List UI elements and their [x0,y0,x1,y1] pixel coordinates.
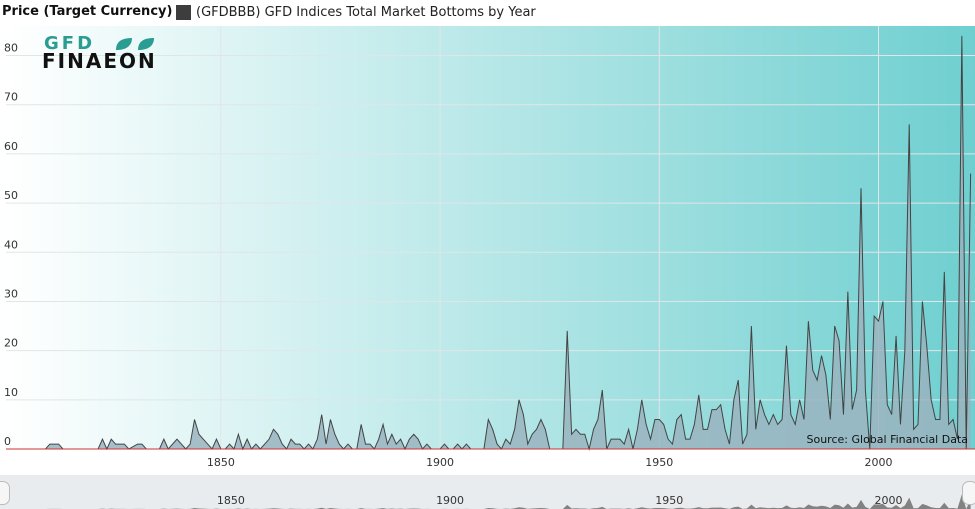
y-tick-label: 80 [4,42,18,55]
logo-text-top: GFD [44,33,96,54]
x-tick-label: 1900 [426,456,454,469]
x-tick-label: 1950 [645,456,673,469]
y-tick-label: 30 [4,287,18,300]
navigator-ticks: 1850 1900 1950 2000 [217,494,903,507]
x-tick-label: 2000 [865,456,893,469]
navigator-series [6,494,971,509]
navigator-tick-label: 1850 [217,494,245,507]
data-area [6,35,975,451]
plot-background [6,26,975,449]
source-note: Source: Global Financial Data [806,433,969,446]
y-tick-label: 20 [4,337,18,350]
gfd-finaeon-logo: GFD FINAEON [42,33,182,73]
y-tick-label: 40 [4,238,18,251]
y-tick-label: 50 [4,189,18,202]
range-navigator[interactable] [0,475,975,509]
navigator-tick-label: 1950 [655,494,683,507]
legend-swatch [176,4,191,20]
navigator-left-handle[interactable] [0,481,10,505]
leaf-icon [116,38,154,50]
series-line [6,35,972,451]
y-tick-label: 70 [4,91,18,104]
y-tick-label: 60 [4,140,18,153]
navigator-area [6,494,971,509]
series-area-fill [6,35,971,450]
y-tick-label: 10 [4,386,18,399]
legend-label: (GFDBBB) GFD Indices Total Market Bottom… [196,4,536,20]
legend[interactable]: (GFDBBB) GFD Indices Total Market Bottom… [176,3,536,21]
navigator-tick-label: 1900 [436,494,464,507]
grid-lines [6,26,975,450]
x-tick-label: 1850 [207,456,235,469]
y-axis-ticks: 0 10 20 30 40 50 60 70 80 [4,42,18,448]
y-axis-title: Price (Target Currency) [2,4,173,19]
logo-text-bottom: FINAEON [42,49,157,73]
chart-header: Price (Target Currency) (GFDBBB) GFD Ind… [0,0,975,24]
navigator-right-handle[interactable] [962,481,975,505]
navigator-tick-label: 2000 [875,494,903,507]
x-axis-ticks: 1850 1900 1950 2000 [207,456,893,469]
y-tick-label: 0 [4,435,11,448]
